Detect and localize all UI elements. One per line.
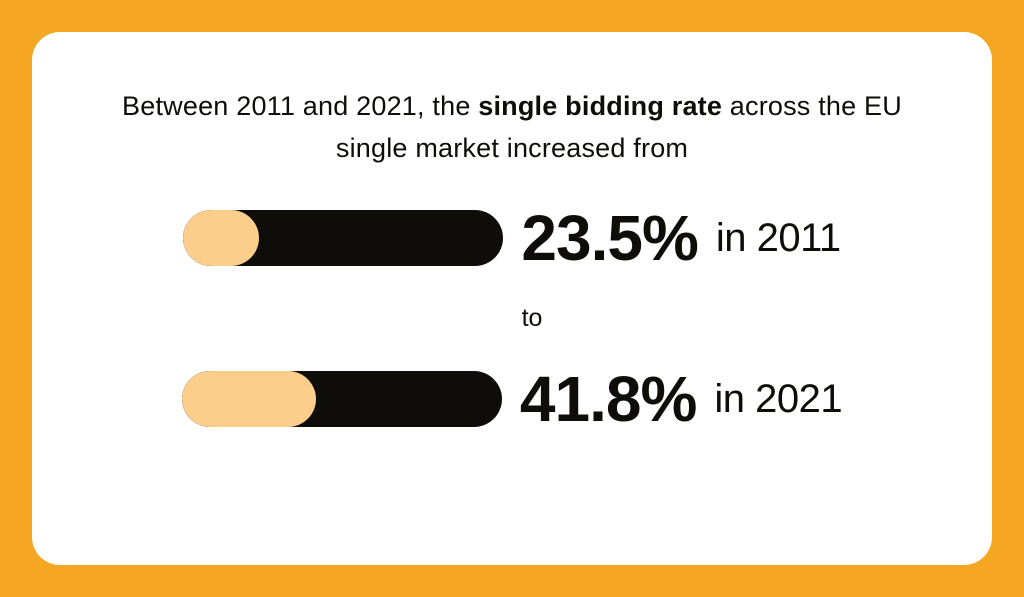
year-label-2021: in 2021 [714,379,842,419]
progress-fill-2011 [183,210,258,266]
year-label-2011: in 2011 [716,218,841,258]
connector-text: to [482,304,543,333]
stat-row-2021: 41.8% in 2021 [182,367,842,431]
progress-fill-2021 [182,371,316,427]
info-card: Between 2011 and 2021, the single biddin… [32,32,992,565]
percent-value-2021: 41.8% [520,367,696,431]
headline-bold: single bidding rate [478,91,722,121]
progress-bar-2011 [183,210,503,266]
headline-prefix: Between 2011 and 2021, the [122,91,478,121]
percent-value-2011: 23.5% [521,206,697,270]
stat-row-2011: 23.5% in 2011 [183,206,840,270]
progress-bar-2021 [182,371,502,427]
headline: Between 2011 and 2021, the single biddin… [102,86,922,170]
